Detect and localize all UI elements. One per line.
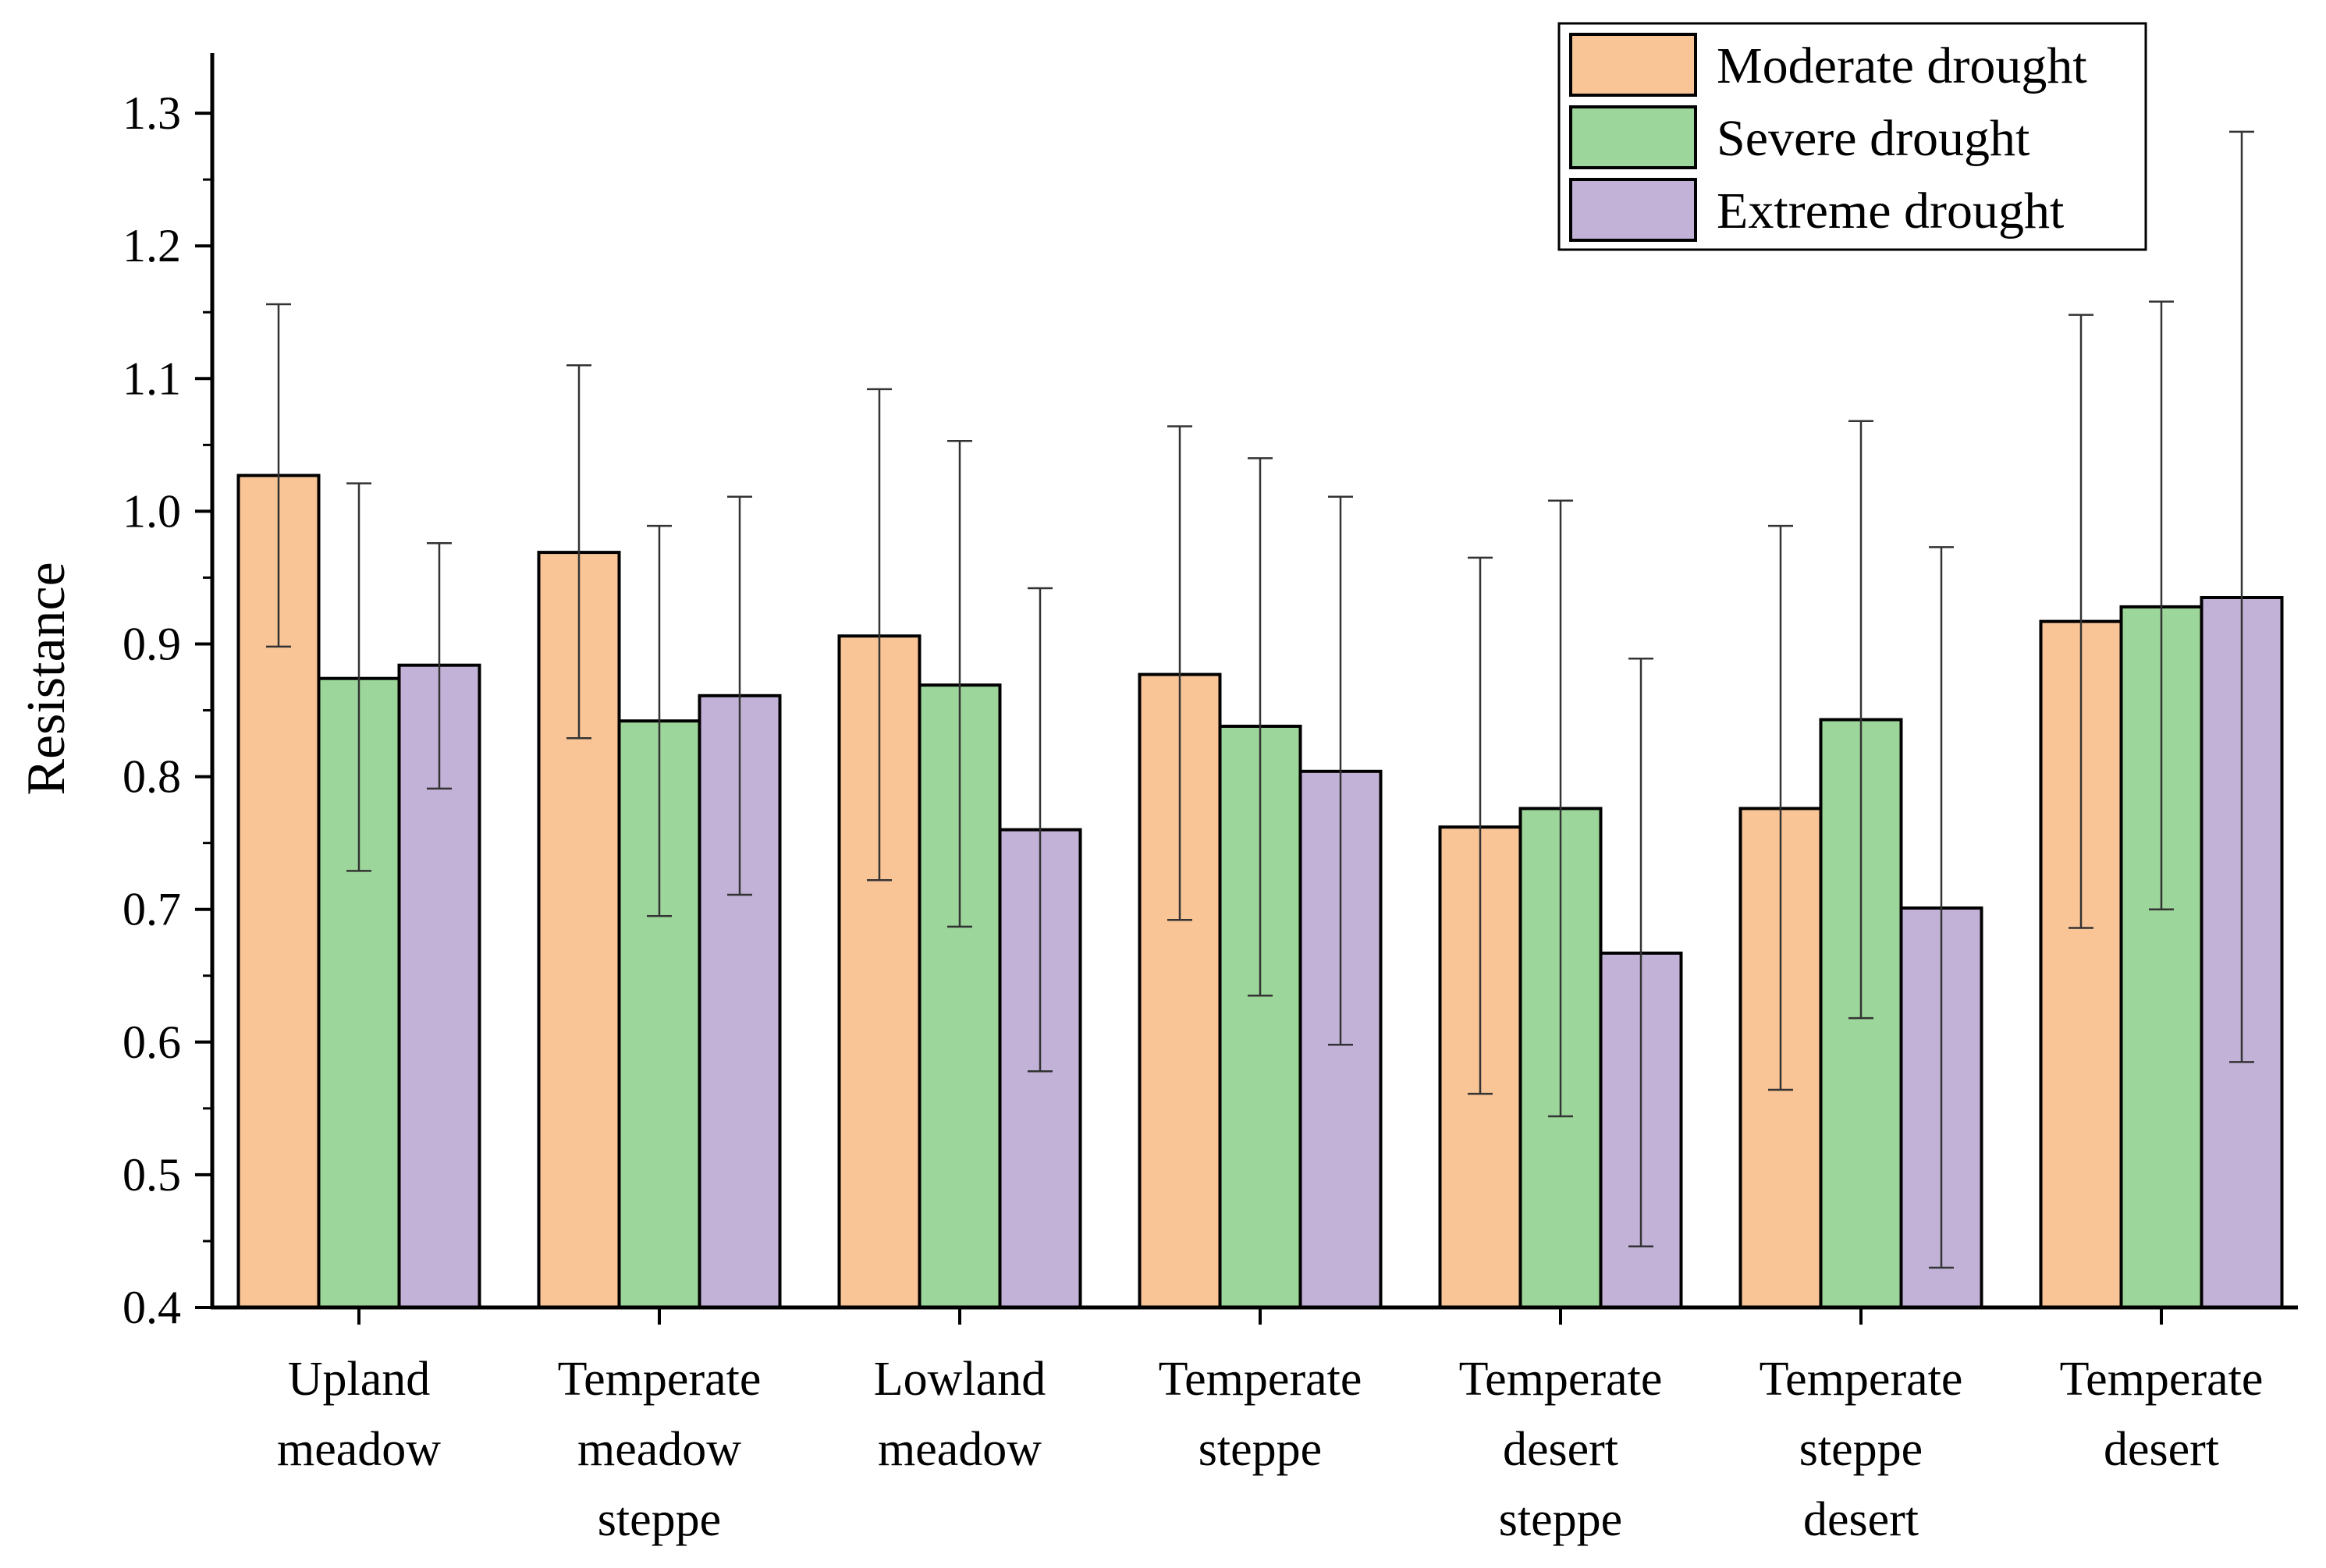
y-tick-label-6: 0.9 [123,619,181,670]
legend-swatch-2 [1569,105,1697,169]
legend-label-2: Severe drought [1717,110,2029,167]
y-axis-title: Resistance [16,562,76,795]
category-label-1-line-2: meadow [277,1423,441,1476]
category-label-5-line-3: steppe [1499,1493,1622,1546]
category-label-6-line-2: steppe [1799,1423,1923,1476]
y-tick-label-1: 0.4 [123,1282,181,1333]
axes-layer: 0.4 0.5 0.6 0.7 0.8 0.9 1.0 1.1 1.2 1.3 Upland mead… [123,53,2298,1546]
error-bars-layer [266,130,2254,1269]
y-tick-label-10: 1.3 [123,87,181,139]
category-label-5-line-1: Temperate [1459,1353,1663,1406]
y-tick-label-4: 0.7 [123,884,181,935]
category-label-1-line-1: Upland [288,1353,431,1406]
category-label-2-line-3: steppe [598,1493,721,1546]
legend: Moderate drought Severe drought Extreme dr… [1557,22,2147,251]
y-tick-label-5: 0.8 [123,751,181,803]
category-label-4-line-1: Temperate [1159,1353,1362,1406]
category-label-6-line-3: desert [1803,1493,1919,1546]
y-tick-label-7: 1.0 [123,485,181,537]
legend-label-1: Moderate drought [1717,37,2087,94]
legend-swatch-3 [1569,178,1697,242]
category-label-6-line-1: Temperate [1760,1353,1963,1406]
y-tick-label-9: 1.2 [123,220,181,271]
y-tick-label-8: 1.1 [123,353,181,404]
category-label-5-line-2: desert [1503,1423,1618,1476]
legend-label-3: Extreme drought [1717,183,2064,239]
category-label-7-line-1: Temperate [2060,1353,2264,1406]
category-label-2-line-1: Temperate [558,1353,762,1406]
category-label-3-line-2: meadow [878,1423,1042,1476]
category-label-3-line-1: Lowland [874,1353,1046,1406]
category-label-2-line-2: meadow [577,1423,741,1476]
y-tick-label-2: 0.5 [123,1149,181,1201]
category-label-7-line-2: desert [2104,1423,2219,1476]
category-label-4-line-2: steppe [1199,1423,1322,1476]
legend-swatch-1 [1569,33,1697,97]
y-tick-label-3: 0.6 [123,1016,181,1068]
